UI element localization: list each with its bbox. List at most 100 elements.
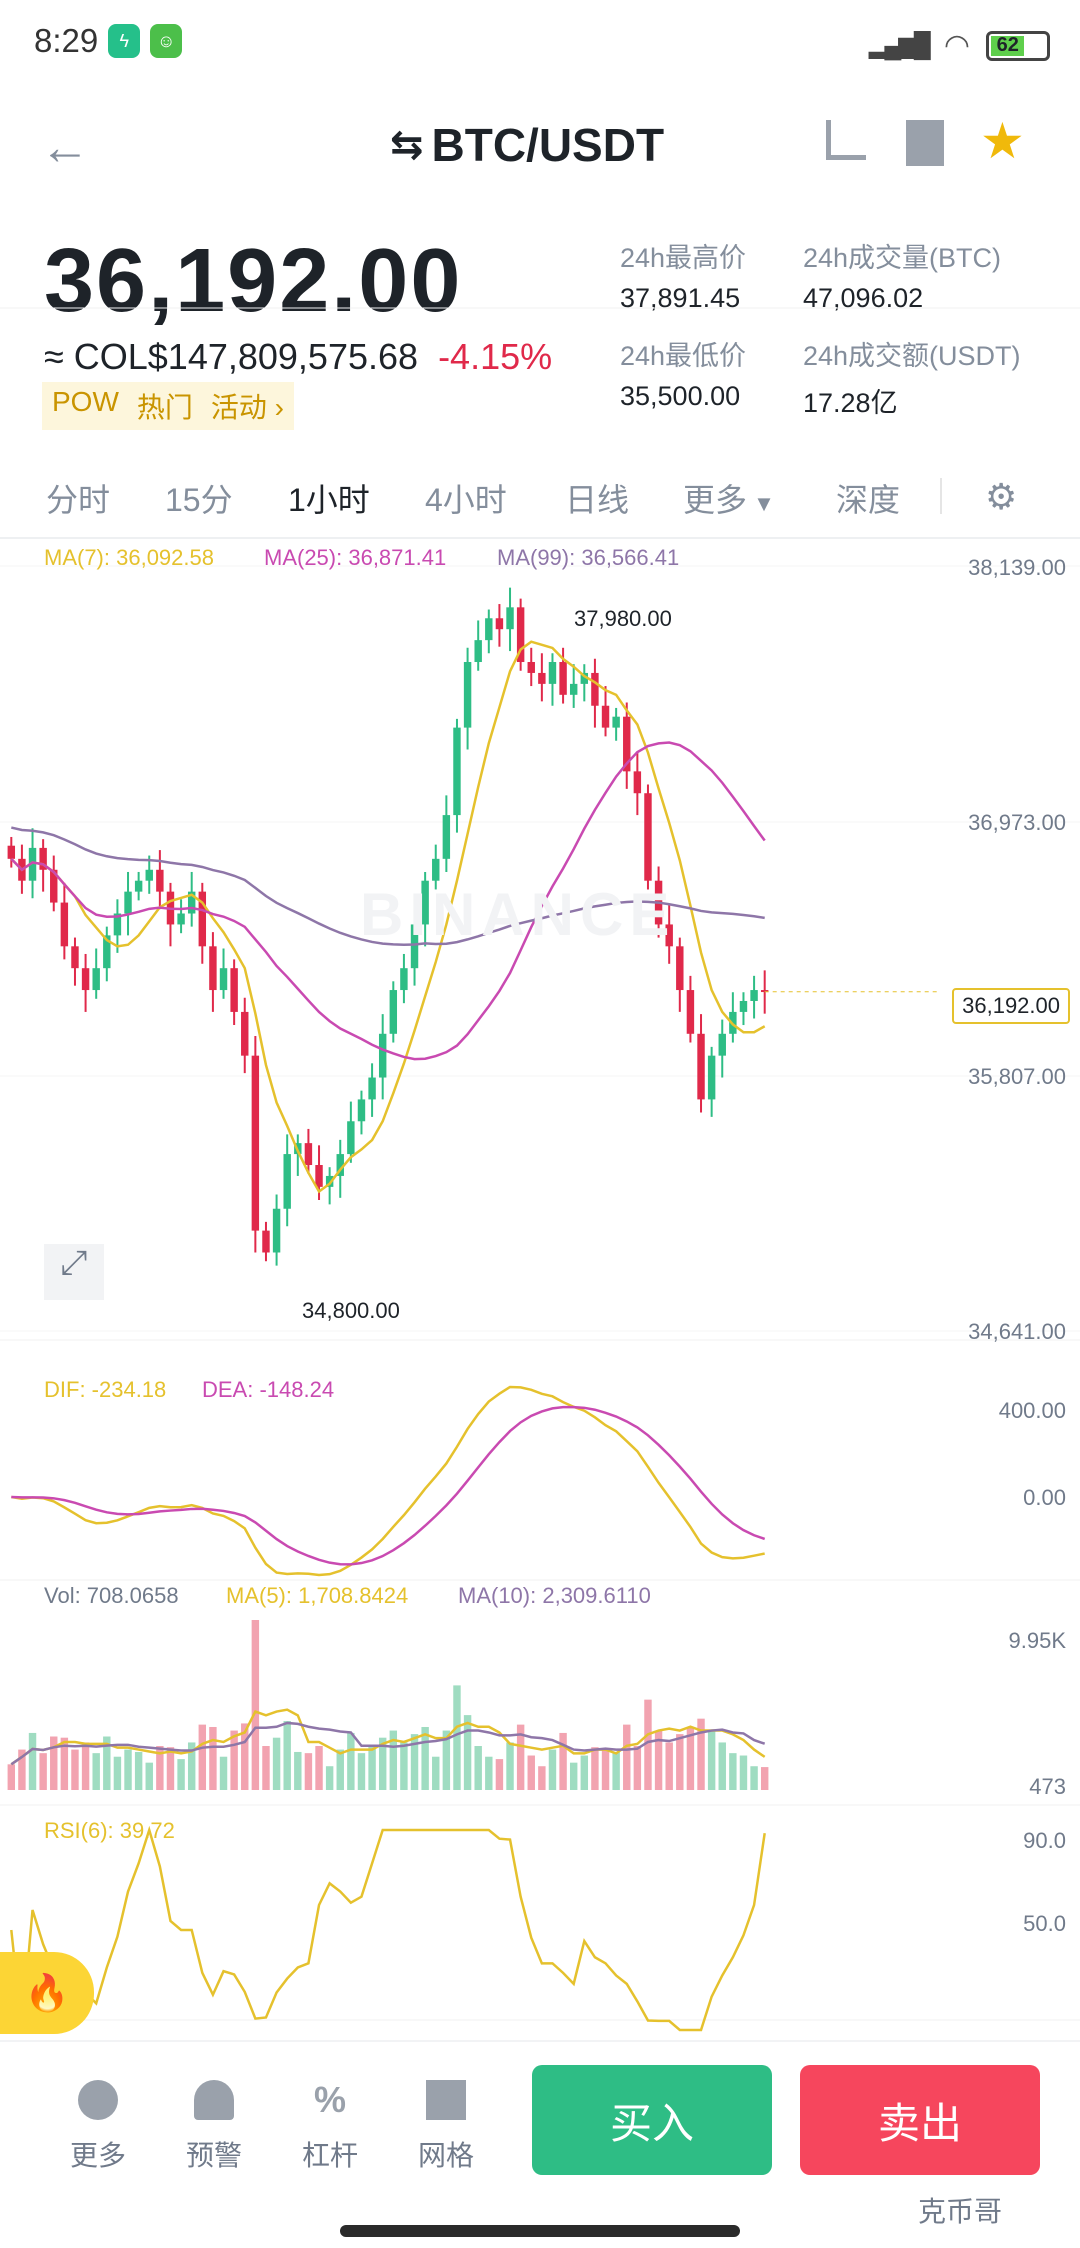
dif-line: [11, 1385, 765, 1577]
candle-body: [644, 793, 652, 881]
volume-bar: [166, 1747, 175, 1790]
tab-15m[interactable]: 15分: [165, 482, 233, 518]
candle-body: [707, 1055, 716, 1100]
volume-bar: [623, 1724, 631, 1790]
shield-app-icon: ϟ: [108, 24, 141, 58]
volume-bar: [686, 1726, 695, 1790]
tab-4h[interactable]: 4小时: [425, 482, 507, 518]
candle-body: [591, 672, 599, 706]
volume-bar: [665, 1742, 673, 1790]
divider: [940, 478, 942, 514]
volume-bar: [378, 1737, 387, 1790]
dea-label: DEA: -148.24: [202, 1377, 335, 1402]
tab-1d[interactable]: 日线: [565, 482, 630, 518]
chart-settings-icon[interactable]: ⚙: [985, 476, 1018, 517]
volume-bar: [612, 1751, 620, 1790]
volume-bar: [198, 1724, 207, 1790]
fullscreen-icon[interactable]: ⤢: [44, 1244, 104, 1300]
signal-icon: ▂▄▆█: [868, 32, 931, 59]
tab-depth[interactable]: 深度: [836, 482, 901, 518]
candle-body: [527, 662, 535, 673]
volume-bar: [389, 1730, 398, 1790]
volume-bar: [463, 1715, 472, 1790]
tag-activity[interactable]: 活动 ›: [210, 392, 285, 423]
candle-body: [230, 968, 238, 1012]
tag-bar[interactable]: POW 热门 活动 ›: [42, 382, 295, 430]
bottom-margin[interactable]: % 杠杆: [301, 2079, 358, 2172]
volume-bar: [219, 1756, 228, 1790]
share-icon[interactable]: [826, 120, 866, 160]
candle-body: [432, 858, 440, 881]
volume-bar: [325, 1766, 334, 1790]
candle-body: [198, 891, 207, 947]
candle-body: [283, 1154, 291, 1209]
candle-body: [485, 618, 493, 641]
volume-bar: [538, 1766, 546, 1790]
volume-bar: [729, 1753, 737, 1790]
page-title: BTC/USDT: [431, 119, 665, 171]
candle-body: [697, 1033, 705, 1100]
candle-body: [676, 946, 684, 991]
candle-body: [580, 672, 589, 684]
clock: 8:29: [34, 22, 99, 59]
candle-body: [60, 902, 69, 947]
sell-button[interactable]: 卖出: [800, 2065, 1040, 2175]
candle-body: [474, 640, 482, 663]
tab-time[interactable]: 分时: [46, 482, 111, 518]
tab-1h[interactable]: 1小时: [288, 482, 370, 518]
buy-button[interactable]: 买入: [532, 2065, 772, 2175]
volume-bar: [28, 1732, 37, 1790]
percent-icon: %: [313, 2079, 346, 2120]
volume-bar: [18, 1749, 26, 1790]
tag-pow[interactable]: POW: [52, 386, 119, 417]
candle-body: [760, 990, 769, 993]
tab-more[interactable]: 更多 ▼: [683, 482, 775, 518]
status-icons: ▂▄▆█ ◠ 62: [869, 28, 1050, 63]
candle-body: [145, 869, 153, 881]
volume-bar: [591, 1747, 599, 1790]
candle-body: [623, 716, 631, 772]
divider: [0, 2040, 1080, 2042]
ma7-line: [10, 640, 766, 1194]
volume-bar: [241, 1723, 249, 1790]
ma25-legend: MA(25): 36,871.41: [264, 545, 447, 570]
volume-bar: [601, 1749, 610, 1790]
vol-label: Vol: 708.0658: [44, 1583, 179, 1608]
volume-bar: [134, 1751, 143, 1790]
candle-body: [601, 705, 610, 728]
volume-bar: [7, 1764, 16, 1790]
candle-body: [368, 1077, 376, 1100]
volume-bar: [527, 1755, 535, 1790]
candle-icon[interactable]: [906, 120, 944, 166]
volume-bar: [676, 1734, 684, 1790]
pair-switch[interactable]: ⇆ BTC/USDT: [390, 118, 664, 172]
bottom-alert[interactable]: 预警: [174, 2080, 254, 2174]
volume-bar: [230, 1730, 238, 1790]
volume-bar: [39, 1753, 47, 1790]
price-change: -4.15%: [438, 336, 553, 377]
back-arrow-icon[interactable]: ←: [40, 119, 90, 175]
bottom-more[interactable]: 更多: [58, 2080, 138, 2174]
candle-body: [463, 662, 472, 728]
volume-bar: [262, 1746, 270, 1790]
rsi-axis-label: 90.0: [1023, 1828, 1066, 1853]
volume-bar: [644, 1699, 652, 1790]
tag-hot[interactable]: 热门: [136, 392, 193, 423]
favorite-star-icon[interactable]: ★: [980, 113, 1025, 169]
volume-bar: [145, 1762, 153, 1790]
volume-bar: [559, 1732, 567, 1790]
bottom-grid[interactable]: 网格: [406, 2080, 486, 2174]
volume-bar: [357, 1753, 366, 1790]
candle-body: [538, 672, 546, 684]
candle-body: [612, 716, 620, 728]
volume-bar: [177, 1759, 185, 1790]
volume-bar: [400, 1742, 408, 1790]
candle-body: [421, 880, 429, 925]
candle-body: [251, 1055, 260, 1231]
candle-body: [665, 924, 673, 947]
flame-float-icon[interactable]: 🔥: [0, 1952, 94, 2034]
candle-body: [39, 847, 47, 870]
home-indicator[interactable]: [340, 2225, 740, 2237]
caret-down-icon: ▼: [747, 491, 775, 516]
